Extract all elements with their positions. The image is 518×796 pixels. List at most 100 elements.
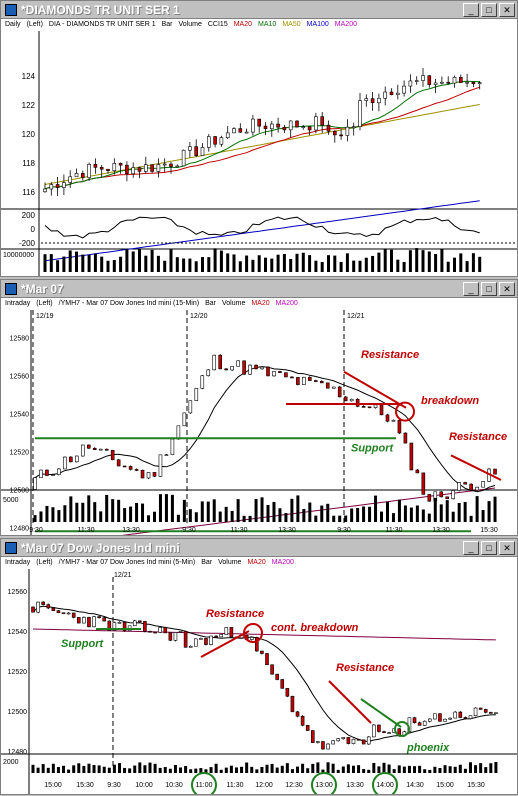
volume-bar bbox=[306, 768, 310, 773]
titlebar[interactable]: *Mar 07 _ □ ✕ bbox=[1, 280, 517, 298]
candle bbox=[110, 450, 115, 461]
candle bbox=[251, 118, 255, 133]
candle bbox=[408, 80, 413, 87]
candle bbox=[296, 377, 300, 385]
volume-bar bbox=[213, 248, 217, 272]
close-button[interactable]: ✕ bbox=[499, 2, 515, 17]
candle bbox=[146, 472, 151, 479]
volume-bar bbox=[257, 255, 261, 272]
volume-bar bbox=[272, 501, 276, 522]
candle bbox=[336, 738, 341, 742]
candle bbox=[112, 622, 117, 631]
info-item: DIA - DIAMONDS TR UNIT SER 1 bbox=[48, 21, 156, 28]
candle bbox=[68, 176, 72, 183]
candle bbox=[82, 616, 86, 624]
maximize-button[interactable]: □ bbox=[481, 2, 497, 17]
candle bbox=[370, 98, 375, 104]
volume-bar bbox=[63, 505, 67, 522]
time-tick: 13:30 bbox=[122, 527, 140, 534]
minimize-button[interactable]: _ bbox=[463, 540, 479, 555]
volume-bar bbox=[123, 767, 127, 773]
time-tick: 12:30 bbox=[285, 782, 303, 789]
maximize-button[interactable]: □ bbox=[481, 281, 497, 296]
volume-bar bbox=[112, 764, 116, 773]
candle bbox=[280, 679, 285, 689]
candle bbox=[51, 607, 56, 611]
candle bbox=[265, 653, 269, 666]
candle bbox=[377, 724, 381, 732]
time-tick: 11:30 bbox=[78, 527, 95, 534]
candle bbox=[104, 448, 109, 451]
candle bbox=[443, 718, 447, 722]
candle bbox=[314, 116, 318, 131]
volume-bar bbox=[224, 506, 228, 522]
volume-bar bbox=[194, 261, 198, 272]
volume-bar bbox=[446, 261, 450, 272]
daily-chart-window: *DIAMONDS TR UNIT SER 1 _ □ ✕ Daily (Left… bbox=[0, 0, 518, 277]
volume-bar bbox=[468, 762, 472, 773]
price-tick: 12540 bbox=[8, 629, 28, 636]
candle bbox=[238, 128, 243, 133]
intraday-15min-chart[interactable]: 1258012560125401252012500124801246012/19… bbox=[1, 310, 517, 571]
minimize-button[interactable]: _ bbox=[463, 281, 479, 296]
volume-bar bbox=[341, 766, 345, 773]
candle bbox=[61, 612, 66, 615]
volume-bar bbox=[333, 255, 337, 272]
candle bbox=[351, 126, 356, 129]
daily-chart[interactable]: 124 122 120 118 116 200 0 -200 10000000 bbox=[1, 31, 517, 276]
volume-bar bbox=[77, 763, 81, 773]
time-tick: 11:00 bbox=[196, 782, 213, 789]
volume-bar bbox=[107, 767, 111, 773]
candle bbox=[137, 167, 142, 172]
volume-bar bbox=[367, 769, 371, 773]
volume-bar bbox=[434, 254, 438, 272]
volume-bar bbox=[56, 260, 60, 272]
volume-bar bbox=[408, 250, 412, 272]
minimize-button[interactable]: _ bbox=[463, 2, 479, 17]
candle bbox=[138, 620, 142, 623]
candle bbox=[465, 81, 469, 84]
volume-bar bbox=[280, 765, 284, 773]
volume-bar bbox=[158, 767, 162, 773]
volume-bar bbox=[153, 763, 157, 773]
volume-bar bbox=[87, 763, 91, 773]
close-button[interactable]: ✕ bbox=[499, 540, 515, 555]
volume-bar bbox=[188, 509, 192, 522]
candle bbox=[282, 126, 287, 131]
candle bbox=[143, 621, 147, 632]
volume-bar bbox=[320, 505, 324, 522]
volume-bar bbox=[81, 502, 85, 522]
volume-bar bbox=[474, 765, 478, 773]
candle bbox=[269, 123, 274, 130]
intraday-5min-chart[interactable]: 12560 12540 12520 12500 12480 12/21 Support Res… bbox=[1, 569, 517, 796]
volume-bar bbox=[377, 252, 381, 272]
info-item: (Left) bbox=[36, 559, 53, 566]
candle bbox=[224, 627, 229, 635]
volume-bar bbox=[302, 508, 306, 522]
candle bbox=[331, 740, 335, 745]
candle bbox=[295, 120, 299, 128]
volume-bar bbox=[331, 763, 335, 773]
price-tick: 12520 bbox=[8, 669, 28, 676]
volume-bar bbox=[184, 765, 188, 773]
volume-bar bbox=[453, 766, 457, 773]
volume-bar bbox=[438, 768, 442, 773]
volume-bar bbox=[362, 769, 366, 773]
app-icon bbox=[5, 3, 17, 16]
volume-bar bbox=[163, 260, 167, 272]
close-button[interactable]: ✕ bbox=[499, 281, 515, 296]
candle bbox=[397, 419, 402, 434]
candle bbox=[422, 720, 427, 726]
volume-bar bbox=[260, 766, 264, 773]
volume-bar bbox=[75, 251, 78, 272]
titlebar[interactable]: *DIAMONDS TR UNIT SER 1 _ □ ✕ bbox=[1, 1, 517, 19]
cci-tick: -200 bbox=[19, 239, 36, 248]
candle bbox=[218, 354, 223, 370]
volume-bar bbox=[270, 763, 274, 773]
session-label: 12/19 bbox=[36, 313, 54, 320]
maximize-button[interactable]: □ bbox=[481, 540, 497, 555]
info-item: MA20 bbox=[251, 300, 270, 307]
volume-bar bbox=[396, 259, 400, 272]
titlebar[interactable]: *Mar 07 Dow Jones Ind mini _ □ ✕ bbox=[1, 539, 517, 557]
candle bbox=[366, 736, 371, 745]
